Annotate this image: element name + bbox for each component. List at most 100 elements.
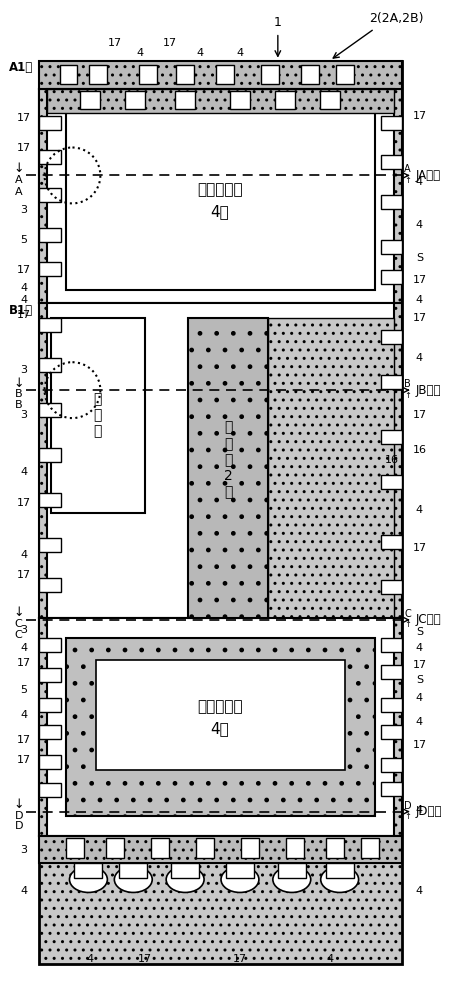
Text: A: A	[403, 164, 410, 174]
Text: 4: 4	[20, 283, 27, 293]
Bar	[260, 65, 278, 84]
Bar	[277, 863, 305, 878]
Bar	[38, 188, 60, 202]
Bar	[188, 318, 267, 618]
Text: B: B	[15, 389, 23, 399]
Text: ↓: ↓	[14, 162, 24, 175]
Ellipse shape	[221, 866, 258, 892]
Ellipse shape	[320, 866, 358, 892]
Text: 17: 17	[411, 740, 426, 750]
Text: D: D	[14, 821, 23, 831]
Bar	[38, 150, 60, 164]
Bar	[38, 262, 60, 276]
Text: 5: 5	[20, 685, 27, 695]
Bar	[226, 863, 253, 878]
Text: 4: 4	[236, 48, 243, 58]
Bar	[38, 725, 60, 739]
Text: 17: 17	[17, 310, 31, 320]
Text: 4: 4	[196, 48, 203, 58]
Bar	[380, 580, 401, 594]
Text: 4: 4	[87, 954, 94, 964]
Text: 4: 4	[415, 886, 422, 896]
Bar	[380, 782, 401, 796]
Text: 4: 4	[20, 550, 27, 560]
Ellipse shape	[166, 866, 203, 892]
Bar	[380, 430, 401, 444]
Text: 3: 3	[20, 845, 27, 855]
Text: JD部分: JD部分	[403, 805, 441, 818]
Text: 4: 4	[415, 295, 422, 305]
Bar	[380, 758, 401, 772]
Text: 17: 17	[17, 658, 31, 668]
Text: 4: 4	[325, 954, 332, 964]
Text: 3: 3	[20, 365, 27, 375]
Bar	[380, 475, 401, 489]
Text: ↓: ↓	[14, 377, 24, 390]
Text: 4: 4	[20, 886, 27, 896]
Text: 4: 4	[20, 467, 27, 477]
Text: 17: 17	[17, 735, 31, 745]
Text: 16: 16	[384, 455, 398, 465]
Text: 17: 17	[232, 954, 247, 964]
Bar	[66, 638, 374, 816]
Bar	[119, 863, 147, 878]
Text: D: D	[403, 801, 410, 811]
Text: A: A	[15, 175, 23, 185]
Text: 17: 17	[17, 498, 31, 508]
Bar	[38, 61, 401, 964]
Bar	[38, 783, 60, 797]
Text: 缆
线
部
2
层: 缆 线 部 2 层	[223, 421, 232, 499]
Bar	[46, 618, 394, 836]
Text: ↑: ↑	[403, 812, 410, 821]
Text: 4: 4	[136, 48, 143, 58]
Bar	[139, 65, 157, 84]
Text: ↓: ↓	[14, 606, 24, 619]
Text: 4: 4	[415, 693, 422, 703]
Bar	[380, 698, 401, 712]
Bar	[380, 155, 401, 169]
Bar	[380, 240, 401, 254]
Bar	[38, 448, 60, 462]
Text: D: D	[14, 811, 23, 821]
Bar	[38, 303, 401, 618]
Bar	[267, 318, 394, 618]
Bar	[325, 838, 343, 858]
Text: 4: 4	[415, 505, 422, 515]
Text: 17: 17	[17, 143, 31, 153]
Text: 4: 4	[20, 643, 27, 653]
Bar	[175, 91, 195, 109]
Text: B: B	[15, 400, 23, 410]
Text: 1: 1	[273, 16, 281, 29]
Text: A: A	[15, 187, 23, 197]
Text: 4: 4	[20, 710, 27, 720]
Bar	[380, 375, 401, 389]
Bar	[230, 91, 249, 109]
Text: 17: 17	[163, 38, 177, 48]
Text: B1部: B1部	[9, 304, 33, 317]
Bar	[380, 665, 401, 679]
Text: 17: 17	[411, 543, 426, 553]
Bar	[66, 838, 84, 858]
Bar	[325, 863, 353, 878]
Text: 4: 4	[415, 220, 422, 230]
Bar	[89, 65, 107, 84]
Text: 17: 17	[138, 954, 152, 964]
Text: S: S	[415, 627, 422, 637]
Bar	[380, 116, 401, 130]
Text: 17: 17	[17, 265, 31, 275]
Bar	[38, 89, 401, 303]
Bar	[38, 538, 60, 552]
Text: 3: 3	[20, 625, 27, 635]
Bar	[196, 838, 214, 858]
Bar	[360, 838, 377, 858]
Bar	[38, 836, 401, 863]
Bar	[380, 330, 401, 344]
Text: 废
料
部: 废 料 部	[93, 392, 101, 438]
Ellipse shape	[114, 866, 152, 892]
Text: C: C	[15, 630, 23, 640]
Bar	[151, 838, 169, 858]
Bar	[319, 91, 339, 109]
Bar	[216, 65, 234, 84]
Text: 17: 17	[17, 755, 31, 765]
Text: A1部: A1部	[9, 61, 33, 74]
